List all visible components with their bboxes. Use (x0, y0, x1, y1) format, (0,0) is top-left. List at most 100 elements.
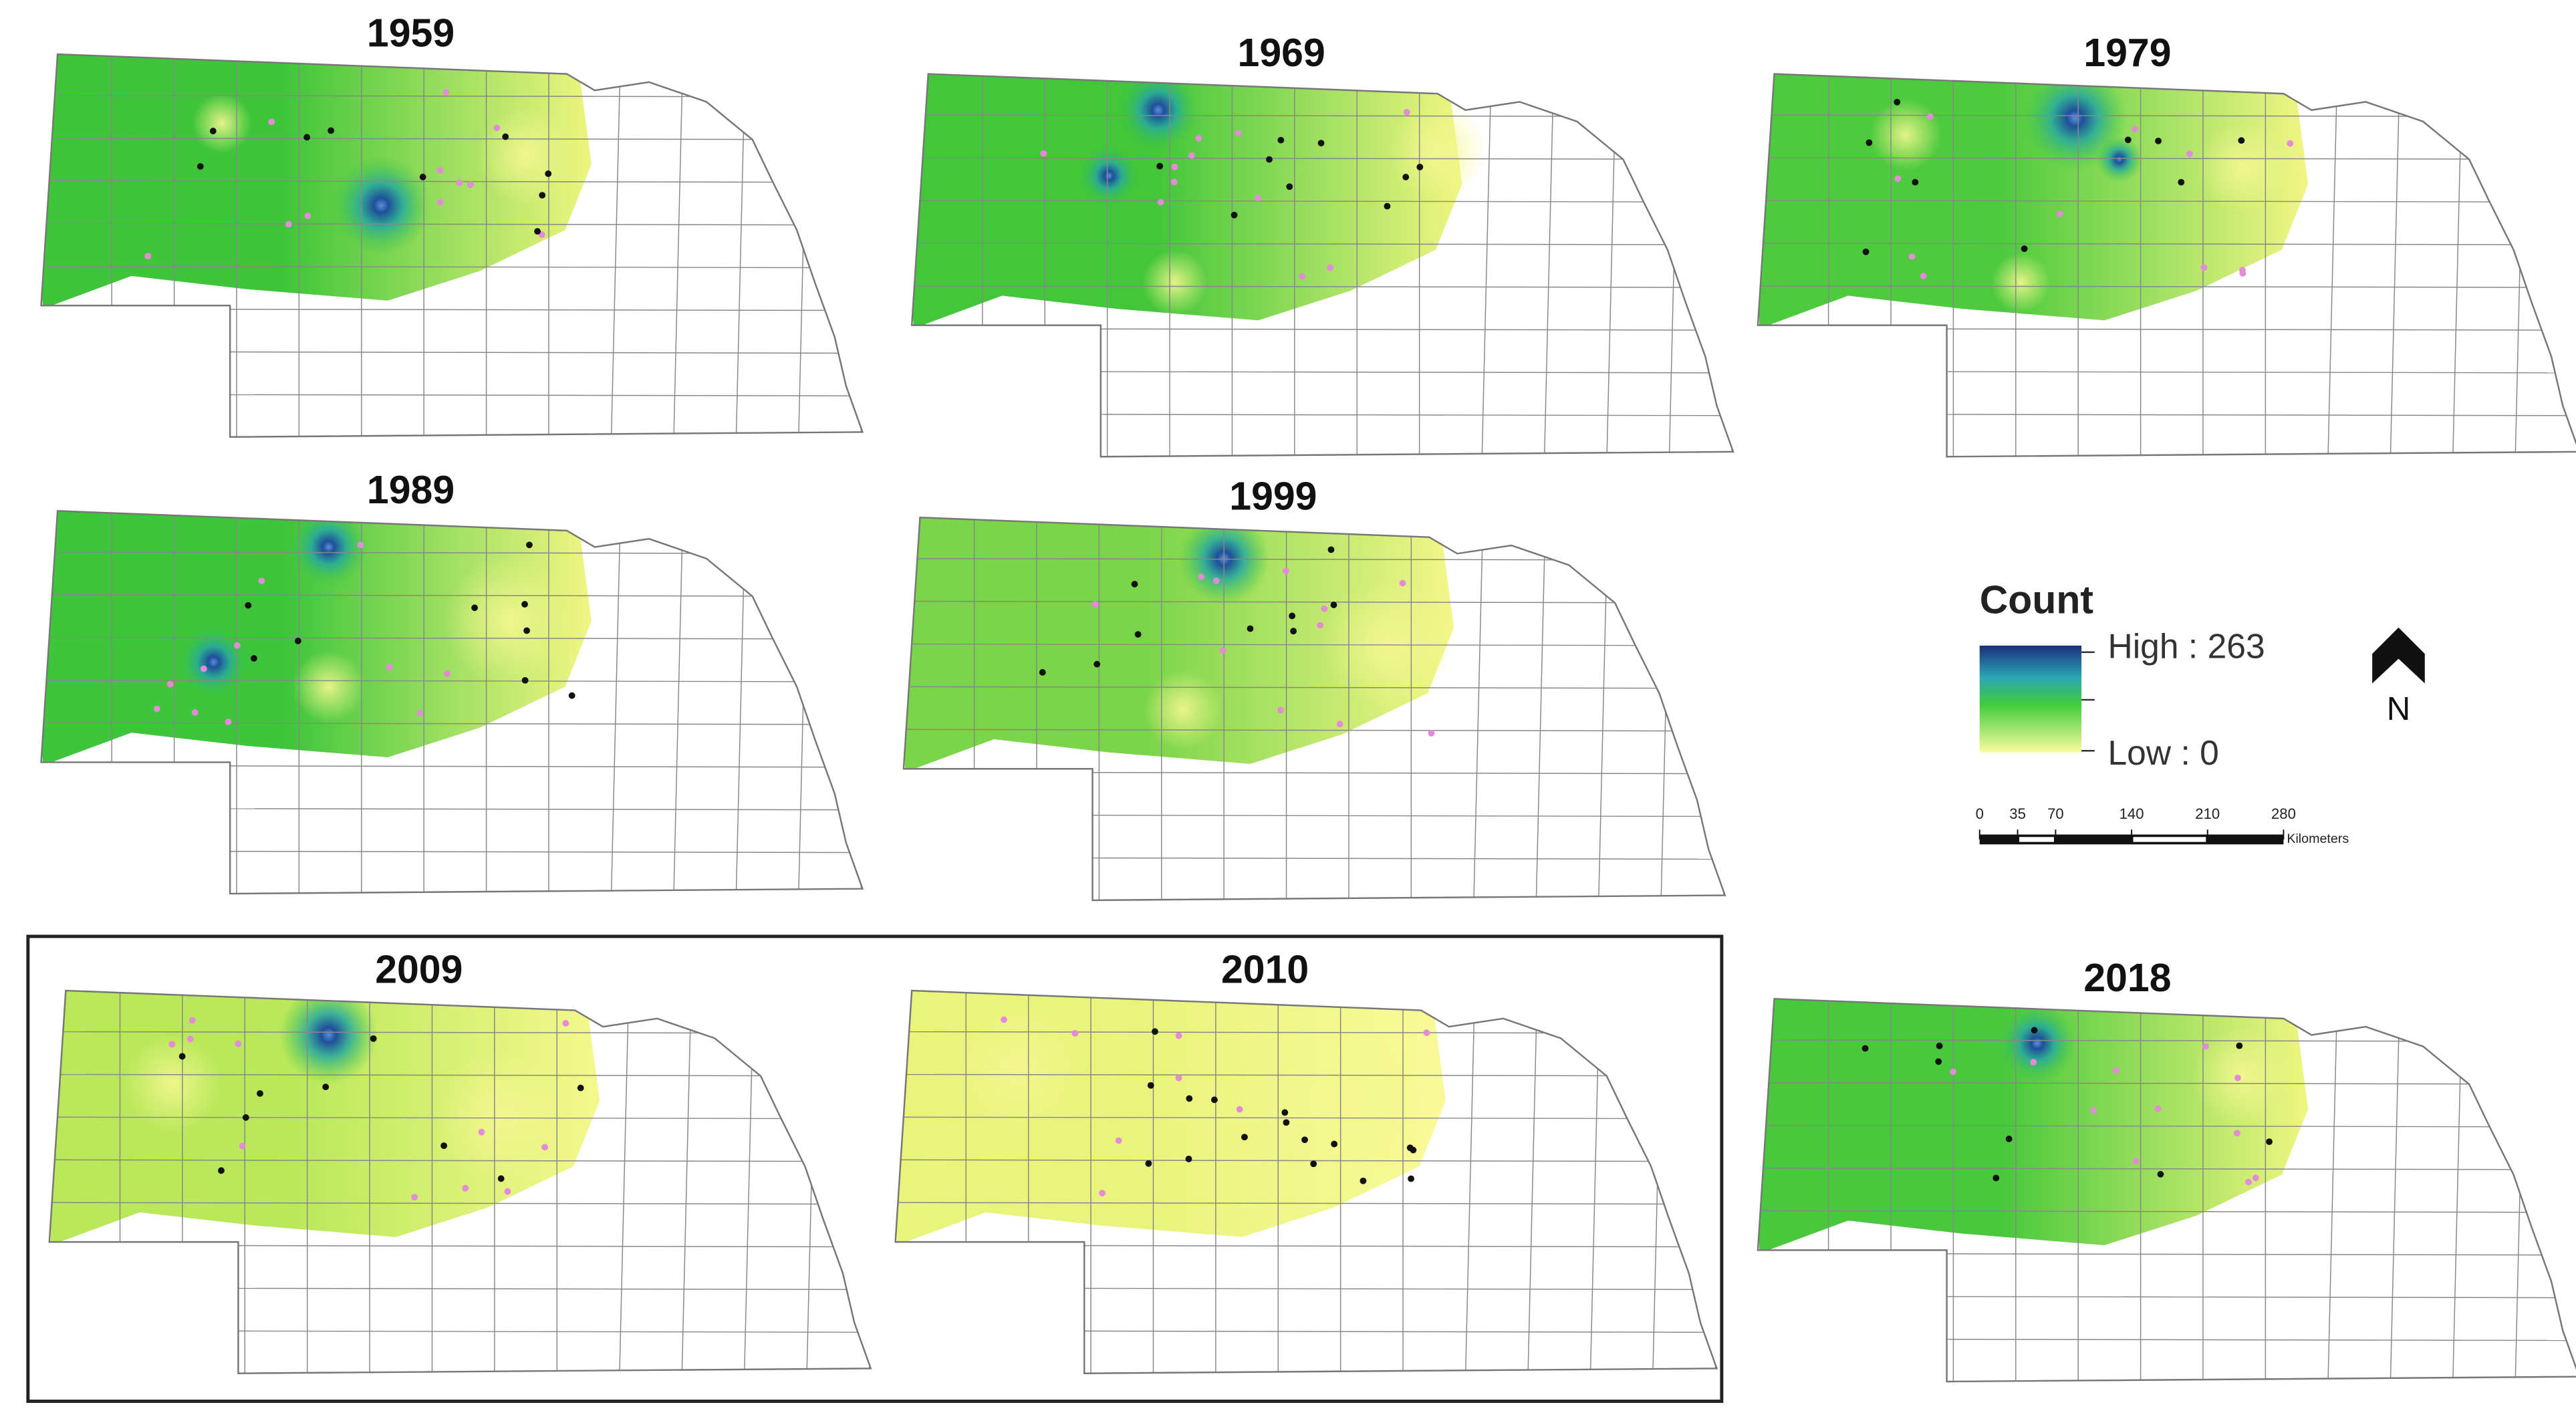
county-line (1722, 517, 1725, 900)
map-title: 2009 (375, 948, 463, 992)
warm-spot (435, 1051, 567, 1183)
pink-site (1926, 113, 1934, 120)
black-site (1331, 1140, 1338, 1148)
pink-site (2287, 140, 2294, 147)
black-site (1327, 546, 1335, 553)
heat-base (1757, 999, 2309, 1254)
county-line (1757, 243, 2576, 245)
warm-spot (2193, 1027, 2292, 1126)
hot-spot (289, 511, 368, 587)
pink-site (442, 89, 450, 96)
state-outline (910, 73, 1734, 458)
county-line (896, 900, 1733, 902)
black-site (1894, 98, 1901, 106)
county-line (41, 265, 863, 269)
map-panel: 2010 (894, 948, 1718, 1374)
map-panel: 2009 (48, 948, 872, 1374)
pink-site (416, 709, 424, 717)
county-line (41, 722, 863, 725)
pink-site (444, 670, 450, 677)
pink-site (562, 1020, 569, 1027)
black-site (1152, 1028, 1158, 1035)
pink-site (1236, 1106, 1243, 1113)
black-site (1330, 602, 1337, 608)
county-line (41, 679, 863, 682)
pink-site (1403, 108, 1410, 116)
warm-spot (1990, 253, 2051, 312)
pink-site (1336, 721, 1343, 728)
scale-tick-label: 280 (2271, 805, 2296, 822)
map-title: 2010 (1221, 948, 1309, 992)
hot-spot (2022, 74, 2128, 171)
pink-site (2113, 1067, 2120, 1074)
black-site (1301, 1136, 1308, 1144)
warm-spot (1142, 249, 1208, 315)
county-line (1757, 1381, 2576, 1382)
black-site (250, 655, 257, 662)
pink-site (1321, 605, 1328, 612)
map-title: 1969 (1238, 31, 1325, 75)
pink-site (1908, 253, 1916, 260)
black-site (419, 173, 426, 180)
pink-site (1175, 1074, 1182, 1081)
map-title: 1959 (367, 12, 455, 55)
black-site (1281, 1109, 1289, 1116)
county-line (1757, 200, 2576, 203)
pink-site (1195, 135, 1202, 142)
black-site (521, 676, 529, 684)
black-site (1865, 139, 1873, 146)
scale-tick-label: 210 (2195, 805, 2220, 822)
black-site (2178, 178, 2185, 186)
black-site (1317, 140, 1325, 147)
county-line (2327, 999, 2339, 1382)
black-site (1862, 248, 1870, 255)
black-site (2021, 245, 2028, 253)
county-line (49, 1116, 871, 1120)
county-line (1757, 285, 2576, 288)
map-body (912, 74, 1734, 457)
black-site (545, 170, 552, 177)
pink-site (1071, 1029, 1079, 1037)
county-line (673, 54, 684, 437)
county-line (41, 893, 863, 894)
warm-spot (1388, 102, 1487, 201)
black-site (1186, 1095, 1193, 1102)
pink-site (1428, 730, 1435, 737)
county-line (912, 243, 1734, 245)
county-line (41, 636, 863, 640)
county-line (903, 643, 1725, 646)
pink-site (1317, 622, 1323, 629)
pink-site (504, 1188, 511, 1195)
black-site (294, 637, 301, 644)
county-line (1527, 991, 1539, 1374)
hot-spot (177, 626, 250, 698)
pink-site (1235, 130, 1242, 137)
pink-site (268, 118, 275, 126)
black-site (1277, 136, 1285, 144)
black-site (1131, 581, 1138, 588)
county-line (41, 223, 863, 226)
heat-base (41, 511, 592, 766)
black-site (2031, 1027, 2038, 1034)
legend-low: Low : 0 (2107, 733, 2218, 772)
pink-site (1157, 199, 1164, 206)
county-line (912, 157, 1734, 160)
pink-site (1327, 264, 1333, 271)
county-line (610, 511, 622, 894)
hot-spot (1997, 1003, 2077, 1083)
black-site (2236, 1042, 2243, 1049)
pink-site (357, 541, 364, 549)
pink-site (462, 1184, 469, 1192)
pink-site (1171, 163, 1178, 170)
legend-ramp (1979, 645, 2082, 753)
black-site (471, 604, 478, 612)
black-site (1266, 156, 1273, 163)
black-site (1310, 1160, 1317, 1168)
pink-site (386, 664, 393, 671)
county-line (1757, 157, 2576, 160)
scale-tick-label: 140 (2119, 805, 2144, 822)
state-outline (902, 516, 1726, 902)
warm-spot (476, 106, 575, 206)
warm-spot (192, 94, 252, 153)
black-site (1384, 203, 1391, 210)
